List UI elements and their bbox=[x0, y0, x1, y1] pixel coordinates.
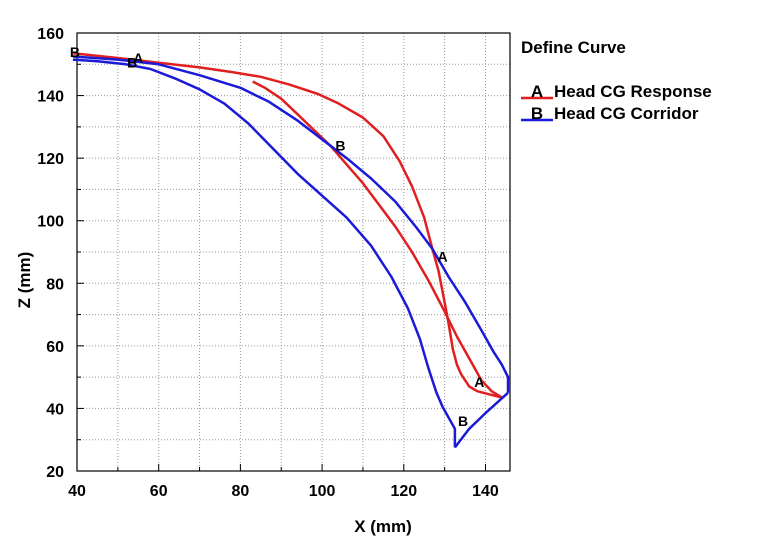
legend-title: Define Curve bbox=[521, 38, 626, 57]
x-tick-label: 80 bbox=[231, 483, 249, 500]
series bbox=[72, 52, 510, 449]
axes bbox=[76, 32, 511, 472]
series-marker-a: A bbox=[133, 50, 143, 66]
y-tick-label: 160 bbox=[37, 26, 64, 43]
series-marker-b: B bbox=[458, 413, 468, 429]
x-axis-title: X (mm) bbox=[354, 517, 412, 536]
series-line-b bbox=[453, 391, 509, 449]
series-marker-b: B bbox=[127, 55, 137, 71]
legend-marker-a: A bbox=[531, 82, 543, 101]
series-line-b bbox=[72, 55, 510, 393]
legend-marker-b: B bbox=[531, 104, 543, 123]
x-tick-label: 40 bbox=[68, 483, 86, 500]
series-marker-a: A bbox=[438, 249, 448, 265]
series-marker-a: A bbox=[474, 374, 484, 390]
series-marker-b: B bbox=[70, 44, 80, 60]
grid bbox=[77, 33, 510, 471]
y-tick-label: 60 bbox=[46, 339, 64, 356]
y-tick-label: 140 bbox=[37, 89, 64, 106]
y-tick-label: 100 bbox=[37, 214, 64, 231]
x-tick-label: 140 bbox=[472, 483, 499, 500]
y-axis-title: Z (mm) bbox=[15, 252, 34, 309]
y-tick-label: 80 bbox=[46, 276, 64, 293]
series-line-b bbox=[72, 58, 444, 408]
series-marker-b: B bbox=[335, 138, 345, 154]
x-tick-label: 60 bbox=[150, 483, 168, 500]
x-tick-label: 100 bbox=[309, 483, 336, 500]
series-line-a bbox=[252, 80, 503, 399]
y-tick-label: 20 bbox=[46, 464, 64, 481]
y-tick-label: 40 bbox=[46, 401, 64, 418]
x-tick-label: 120 bbox=[390, 483, 417, 500]
series-line-b bbox=[441, 406, 457, 448]
series-line-a bbox=[72, 52, 503, 399]
legend: Define Curve A Head CG Response B Head CG C… bbox=[521, 38, 712, 123]
y-tick-label: 120 bbox=[37, 151, 64, 168]
legend-label-a: Head CG Response bbox=[554, 82, 712, 101]
legend-label-b: Head CG Corridor bbox=[554, 104, 699, 123]
